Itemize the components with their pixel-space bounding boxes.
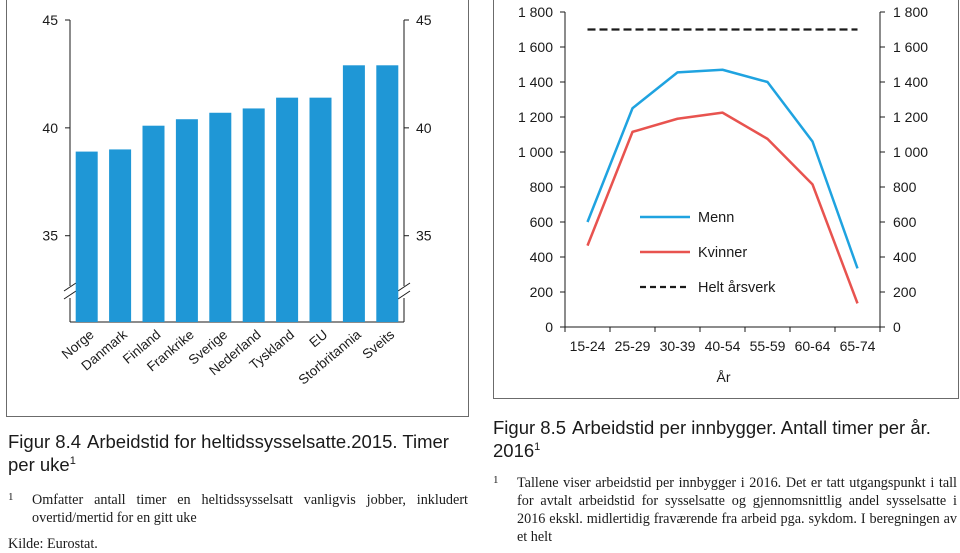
axis-break-mark <box>397 282 411 292</box>
bar <box>175 119 198 322</box>
x-tick-label: 65-74 <box>840 338 876 354</box>
x-tick-label: 25-29 <box>615 338 651 354</box>
x-tick-label: 15-24 <box>570 338 606 354</box>
x-tick-label: 40-54 <box>705 338 741 354</box>
y-tick-label-right: 600 <box>893 214 917 230</box>
axis-break-mark <box>63 290 77 300</box>
y-tick-label-left: 200 <box>530 284 554 300</box>
right-chart-frame <box>493 0 959 399</box>
axis-break-gap <box>396 286 412 298</box>
y-tick-label-right: 40 <box>416 120 432 136</box>
y-tick-label-right: 1 600 <box>893 39 928 55</box>
y-tick-label-left: 0 <box>545 319 553 335</box>
y-tick-label-left: 800 <box>530 179 554 195</box>
bar <box>276 97 299 323</box>
y-tick-label-right: 800 <box>893 179 917 195</box>
bar <box>109 149 132 322</box>
figure-8-5-caption: Figur 8.5 Arbeidstid per innbygger. Antal… <box>493 416 953 462</box>
axis-break-mark <box>397 290 411 300</box>
y-tick-label-right: 45 <box>416 12 432 28</box>
y-tick-label-left: 1 000 <box>518 144 553 160</box>
bar <box>75 151 98 322</box>
y-tick-label-right: 1 200 <box>893 109 928 125</box>
series-line-0 <box>586 68 859 269</box>
y-tick-label-left: 600 <box>530 214 554 230</box>
figure-8-4-footnote: 1 Omfatter antall timer en heltidssyssel… <box>8 491 468 527</box>
figure-8-4-caption: Figur 8.4 Arbeidstid for heltidssysselsat… <box>8 430 468 476</box>
left-chart-frame <box>6 0 469 417</box>
y-tick-label-left: 1 800 <box>518 4 553 20</box>
footnote-text: Omfatter antall timer en heltidssysselsa… <box>32 492 468 526</box>
bar <box>342 65 365 323</box>
y-tick-label-right: 1 000 <box>893 144 928 160</box>
y-tick-label-right: 0 <box>893 319 901 335</box>
legend-label: Menn <box>698 210 734 226</box>
x-tick-label: 60-64 <box>795 338 831 354</box>
source-note: Kilde: Eurostat. <box>8 536 98 552</box>
y-tick-label-left: 1 200 <box>518 109 553 125</box>
bar <box>142 125 165 322</box>
series-line-1 <box>586 111 859 304</box>
figure-title: Arbeidstid per innbygger. Antall timer p… <box>493 417 931 461</box>
y-tick-label-right: 1 400 <box>893 74 928 90</box>
y-tick-label-left: 45 <box>42 12 58 28</box>
legend-label: Helt årsverk <box>698 280 776 296</box>
y-tick-label-left: 40 <box>42 120 58 136</box>
bar <box>209 112 232 322</box>
footnote-marker: 1 <box>69 454 76 467</box>
axis-break-mark <box>63 282 77 292</box>
figure-title: Arbeidstid for heltidssysselsatte.2015. … <box>8 431 449 475</box>
y-tick-label-right: 200 <box>893 284 917 300</box>
figure-number: Figur 8.4 <box>8 431 82 452</box>
footnote-text: Tallene viser arbeidstid per innbygger i… <box>517 475 957 545</box>
y-tick-label-right: 35 <box>416 228 432 244</box>
bar <box>376 65 399 323</box>
y-tick-label-left: 1 400 <box>518 74 553 90</box>
y-tick-label-left: 400 <box>530 249 554 265</box>
legend-label: Kvinner <box>698 245 747 261</box>
y-tick-label-left: 1 600 <box>518 39 553 55</box>
y-tick-label-right: 1 800 <box>893 4 928 20</box>
x-axis-title: År <box>717 369 731 385</box>
bar <box>309 97 332 323</box>
figure-number: Figur 8.5 <box>493 417 567 438</box>
axis-break-gap <box>62 286 78 298</box>
footnote-number: 1 <box>493 474 499 486</box>
x-tick-label: 30-39 <box>660 338 696 354</box>
footnote-marker: 1 <box>534 440 541 453</box>
footnote-number: 1 <box>8 491 14 503</box>
figure-8-5-footnote: 1 Tallene viser arbeidstid per innbygger… <box>493 474 957 546</box>
y-tick-label-right: 400 <box>893 249 917 265</box>
y-tick-label-left: 35 <box>42 228 58 244</box>
x-tick-label: 55-59 <box>750 338 786 354</box>
bar <box>242 108 265 322</box>
